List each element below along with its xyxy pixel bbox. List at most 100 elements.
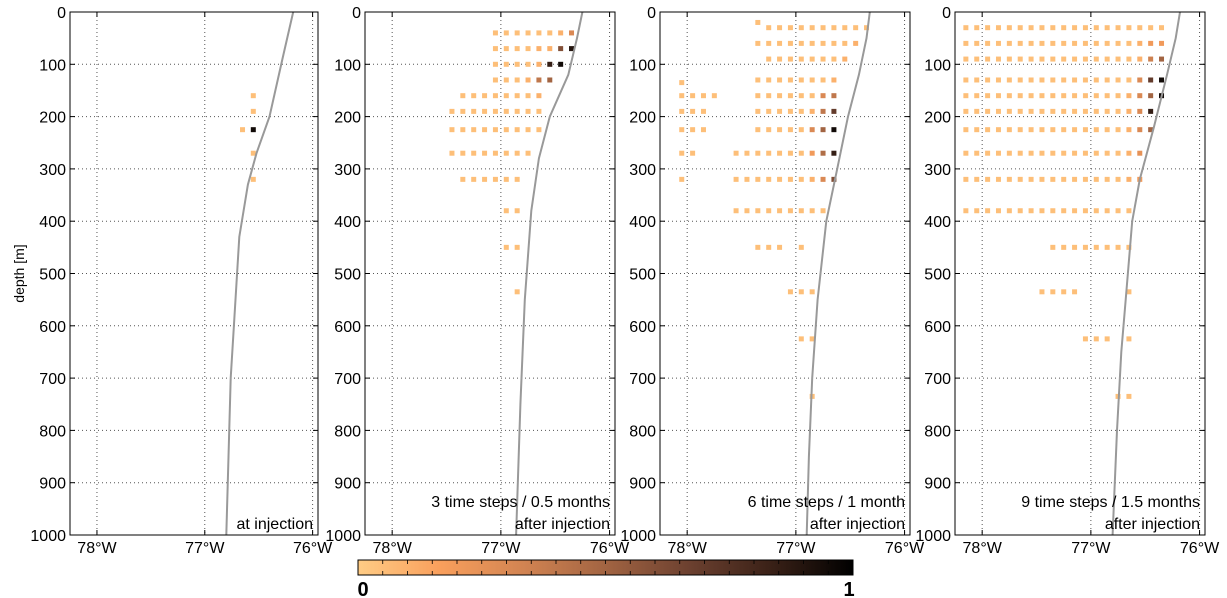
tracer-point <box>798 289 804 295</box>
y-tick-label: 800 <box>39 423 66 440</box>
tracer-point <box>974 93 980 99</box>
tracer-point <box>755 77 761 83</box>
tracer-point <box>460 127 466 133</box>
tracer-point <box>1126 108 1132 114</box>
tracer-point <box>690 127 696 133</box>
panel-annotation: after injection <box>810 516 905 533</box>
tracer-point <box>766 40 772 46</box>
tracer-point <box>995 93 1001 99</box>
tracer-point <box>1050 176 1056 182</box>
tracer-point <box>831 176 837 182</box>
tracer-point <box>1082 208 1088 214</box>
y-tick-label: 500 <box>39 267 66 284</box>
tracer-point <box>1017 56 1023 62</box>
tracer-point <box>1006 77 1012 83</box>
tracer-point <box>809 289 815 295</box>
tracer-point <box>1137 108 1143 114</box>
tracer-point <box>809 150 815 156</box>
y-tick-label: 700 <box>629 371 656 388</box>
y-tick-label: 0 <box>57 5 66 22</box>
tracer-point <box>1061 208 1067 214</box>
tracer-point <box>1061 176 1067 182</box>
tracer-point <box>798 150 804 156</box>
tracer-point <box>974 176 980 182</box>
tracer-point <box>471 108 477 114</box>
tracer-point <box>1104 77 1110 83</box>
tracer-point <box>503 244 509 250</box>
tracer-point <box>1148 25 1154 31</box>
panel-annotation: 6 time steps / 1 month <box>748 494 905 511</box>
tracer-point <box>1126 127 1132 133</box>
tracer-point <box>1028 25 1034 31</box>
tracer-point <box>1082 93 1088 99</box>
tracer-point <box>1104 25 1110 31</box>
tracer-point <box>482 176 488 182</box>
tracer-point <box>514 208 520 214</box>
tracer-point <box>985 108 991 114</box>
tracer-point <box>963 176 969 182</box>
y-tick-label: 100 <box>39 57 66 74</box>
tracer-point <box>1115 127 1121 133</box>
tracer-point <box>503 30 509 36</box>
tracer-point <box>1126 93 1132 99</box>
colorbar-max-label: 1 <box>843 579 854 598</box>
tracer-point <box>1061 244 1067 250</box>
tracer-point <box>1072 56 1078 62</box>
tracer-point <box>963 208 969 214</box>
tracer-point <box>525 150 531 156</box>
y-tick-label: 400 <box>334 214 361 231</box>
y-tick-label: 200 <box>629 110 656 127</box>
tracer-point <box>1093 93 1099 99</box>
tracer-point <box>1072 127 1078 133</box>
tracer-point <box>514 77 520 83</box>
tracer-point <box>1017 40 1023 46</box>
tracer-point <box>547 61 553 67</box>
tracer-point <box>1017 93 1023 99</box>
tracer-point <box>1028 176 1034 182</box>
tracer-point <box>1061 108 1067 114</box>
tracer-point <box>1137 93 1143 99</box>
tracer-point <box>798 25 804 31</box>
tracer-point <box>679 93 685 99</box>
tracer-point <box>536 93 542 99</box>
tracer-point <box>503 176 509 182</box>
tracer-point <box>985 25 991 31</box>
tracer-point <box>1104 208 1110 214</box>
tracer-point <box>1061 289 1067 295</box>
tracer-point <box>1061 56 1067 62</box>
tracer-point <box>1126 77 1132 83</box>
tracer-point <box>514 127 520 133</box>
tracer-point <box>831 25 837 31</box>
tracer-point <box>1072 40 1078 46</box>
tracer-point <box>820 150 826 156</box>
y-tick-label: 100 <box>629 57 656 74</box>
tracer-point <box>1082 108 1088 114</box>
tracer-point <box>1006 176 1012 182</box>
tracer-point <box>766 93 772 99</box>
tracer-point <box>536 108 542 114</box>
tracer-point <box>963 150 969 156</box>
tracer-point <box>1028 208 1034 214</box>
tracer-point <box>514 46 520 52</box>
tracer-point <box>787 127 793 133</box>
tracer-point <box>755 150 761 156</box>
x-tick-label: 76°W <box>885 540 925 557</box>
tracer-point <box>766 25 772 31</box>
tracer-point <box>1039 40 1045 46</box>
tracer-point <box>1093 25 1099 31</box>
tracer-point <box>995 176 1001 182</box>
tracer-point <box>1050 77 1056 83</box>
tracer-point <box>831 77 837 83</box>
tracer-point <box>1093 127 1099 133</box>
tracer-point <box>1093 244 1099 250</box>
tracer-point <box>1115 56 1121 62</box>
tracer-point <box>798 77 804 83</box>
tracer-point <box>1050 244 1056 250</box>
y-tick-label: 100 <box>924 57 951 74</box>
tracer-point <box>471 150 477 156</box>
tracer-point <box>1126 208 1132 214</box>
tracer-point <box>514 30 520 36</box>
tracer-point <box>1137 77 1143 83</box>
tracer-point <box>1148 108 1154 114</box>
tracer-point <box>1159 25 1165 31</box>
